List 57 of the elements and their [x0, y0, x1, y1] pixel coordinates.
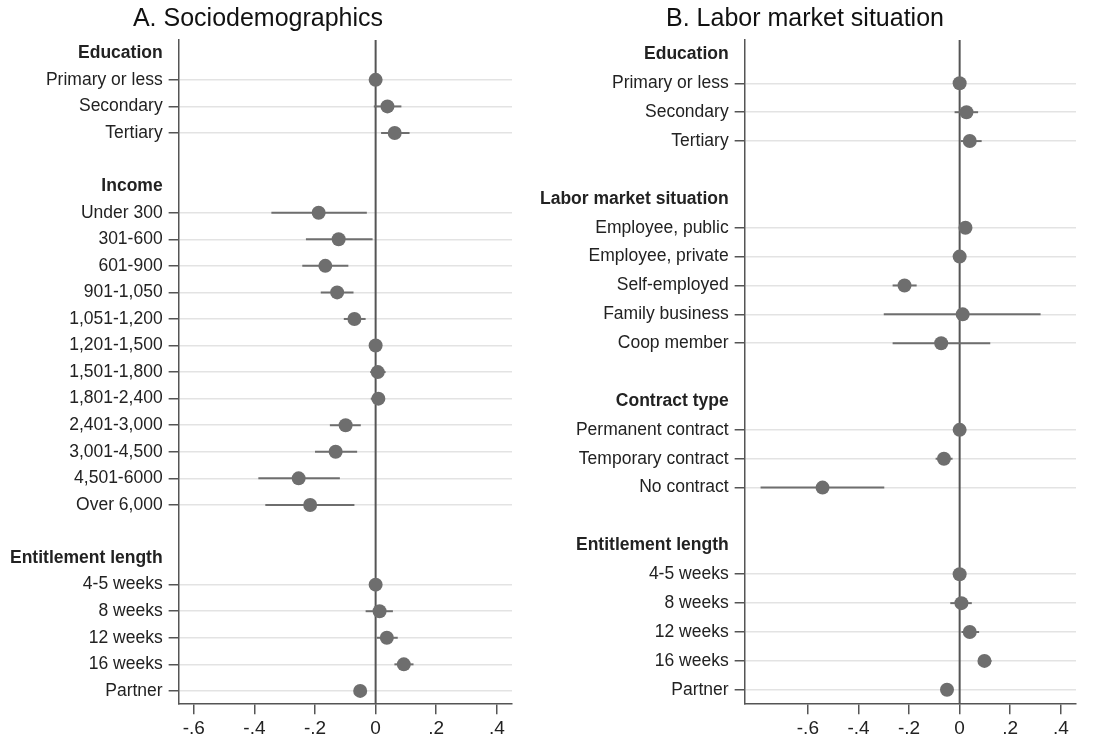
x-tick-label: .4: [1052, 716, 1070, 738]
y-tick-label: 12 weeks: [654, 620, 729, 641]
y-tick-label: Secondary: [78, 95, 163, 116]
x-tick-label: -.2: [897, 716, 921, 738]
y-tick-label: Education: [644, 43, 729, 64]
y-tick-label: Employee, private: [588, 245, 729, 266]
y-tick-label: Under 300: [80, 201, 163, 222]
x-tick-label: -.4: [243, 716, 266, 738]
y-tick-label: Education: [78, 42, 163, 63]
chart-title: B. Labor market situation: [666, 2, 944, 31]
y-tick-label: 901-1,050: [83, 281, 163, 302]
y-tick-label: 601-900: [98, 254, 163, 275]
y-tick-label: Employee, public: [595, 216, 729, 237]
y-tick-label: Permanent contract: [575, 418, 729, 439]
y-tick-label: 1,501-1,800: [69, 360, 163, 381]
y-tick-label: 4-5 weeks: [648, 563, 729, 584]
y-tick-label: 1,801-2,400: [69, 387, 163, 408]
y-tick-label: Partner: [671, 678, 729, 699]
y-tick-label: Over 6,000: [76, 493, 163, 514]
y-tick-label: Entitlement length: [576, 534, 729, 555]
y-tick-label: Labor market situation: [539, 187, 729, 208]
x-tick-label: 0: [954, 716, 965, 738]
y-tick-label: Self-employed: [616, 274, 729, 295]
y-tick-label: Secondary: [644, 101, 729, 122]
y-tick-label: 8 weeks: [664, 591, 729, 612]
y-tick-label: Entitlement length: [10, 546, 163, 567]
y-tick-label: Primary or less: [45, 68, 163, 89]
x-tick-label: .2: [1002, 716, 1019, 738]
x-tick-label: -.6: [182, 716, 205, 738]
y-tick-label: 1,201-1,500: [69, 334, 163, 355]
x-tick-label: -.4: [847, 716, 870, 738]
y-tick-label: Income: [101, 174, 163, 195]
x-tick-label: 0: [370, 716, 381, 738]
y-tick-label: 2,401-3,000: [69, 414, 163, 435]
x-tick-label: -.6: [796, 716, 819, 738]
x-tick-label: -.2: [303, 716, 327, 738]
y-tick-label: Contract type: [615, 389, 729, 410]
chart-title: A. Sociodemographics: [132, 2, 384, 31]
y-tick-label: 3,001-4,500: [69, 440, 163, 461]
y-tick-label: 8 weeks: [98, 600, 163, 621]
y-tick-label: No contract: [639, 476, 729, 497]
y-tick-label: 4-5 weeks: [82, 573, 163, 594]
y-tick-label: 16 weeks: [88, 653, 163, 674]
y-tick-label: Family business: [603, 303, 729, 324]
x-tick-label: .2: [428, 716, 445, 738]
y-tick-label: Tertiary: [105, 121, 163, 142]
y-tick-label: Coop member: [617, 332, 729, 353]
y-tick-label: 301-600: [98, 228, 163, 249]
y-tick-label: Primary or less: [611, 72, 729, 93]
y-tick-label: Partner: [105, 679, 163, 700]
y-tick-label: 1,051-1,200: [69, 307, 163, 328]
y-tick-label: 4,501-6000: [74, 467, 163, 488]
x-tick-label: .4: [488, 716, 506, 738]
y-tick-label: Temporary contract: [578, 447, 729, 468]
y-tick-label: Tertiary: [671, 129, 729, 150]
y-tick-label: 12 weeks: [88, 626, 163, 647]
y-tick-label: 16 weeks: [654, 649, 729, 670]
